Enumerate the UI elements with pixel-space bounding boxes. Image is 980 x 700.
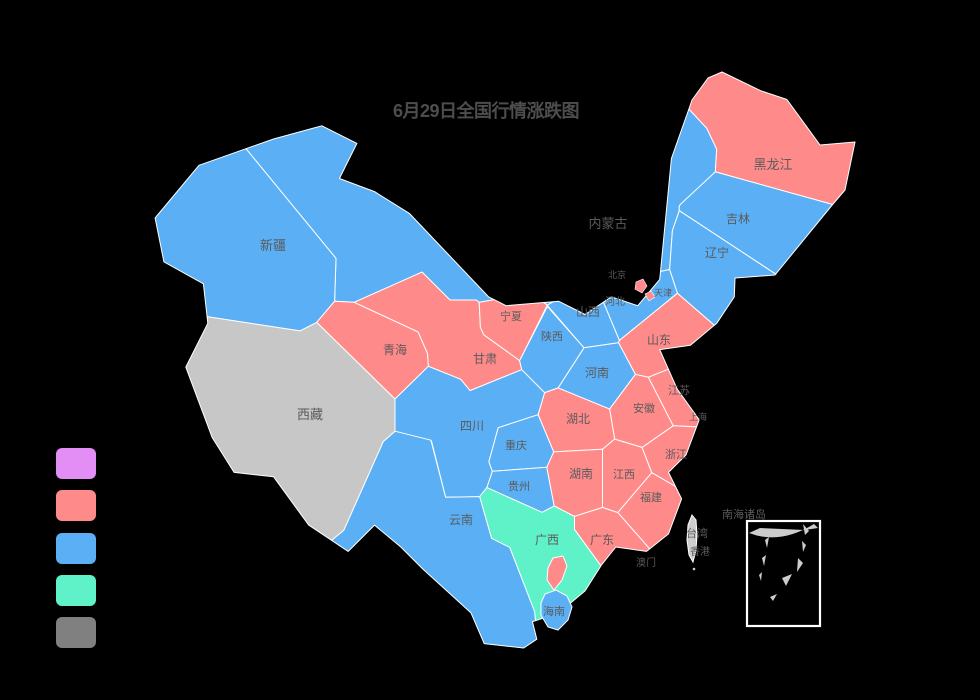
svg-text:湖北: 湖北: [566, 411, 590, 426]
svg-text:北京: 北京: [608, 269, 626, 280]
svg-text:新疆: 新疆: [260, 238, 286, 253]
svg-text:江苏: 江苏: [668, 384, 690, 397]
svg-text:江西: 江西: [613, 468, 635, 481]
svg-text:上海: 上海: [689, 411, 707, 422]
svg-text:陕西: 陕西: [541, 329, 563, 343]
svg-text:广西: 广西: [535, 533, 559, 547]
svg-text:香港: 香港: [690, 546, 710, 558]
svg-text:台湾: 台湾: [686, 526, 708, 540]
svg-text:安徽: 安徽: [633, 401, 655, 415]
svg-text:山东: 山东: [647, 333, 671, 347]
svg-text:贵州: 贵州: [508, 480, 530, 493]
svg-text:南海诸岛: 南海诸岛: [722, 507, 766, 521]
svg-text:浙江: 浙江: [665, 448, 687, 461]
svg-text:6月29日全国行情涨跌图: 6月29日全国行情涨跌图: [393, 100, 579, 121]
svg-text:黑龙江: 黑龙江: [753, 157, 792, 172]
svg-text:宁夏: 宁夏: [500, 309, 522, 323]
svg-text:广东: 广东: [590, 533, 614, 547]
svg-text:天津: 天津: [654, 288, 672, 298]
svg-text:内蒙古: 内蒙古: [588, 216, 627, 231]
svg-text:吉林: 吉林: [726, 212, 750, 226]
svg-text:四川: 四川: [460, 419, 484, 433]
svg-text:甘肃: 甘肃: [473, 352, 497, 366]
svg-text:青海: 青海: [383, 342, 407, 357]
svg-text:海南: 海南: [543, 604, 565, 618]
svg-text:云南: 云南: [449, 512, 473, 527]
svg-text:河北: 河北: [605, 296, 625, 308]
svg-text:重庆: 重庆: [505, 438, 527, 452]
svg-text:澳门: 澳门: [636, 556, 656, 569]
svg-text:辽宁: 辽宁: [705, 245, 729, 260]
svg-text:湖南: 湖南: [569, 466, 593, 481]
svg-text:西藏: 西藏: [297, 407, 323, 422]
svg-text:福建: 福建: [640, 490, 662, 504]
svg-text:河南: 河南: [585, 365, 609, 380]
svg-text:山西: 山西: [576, 305, 600, 319]
